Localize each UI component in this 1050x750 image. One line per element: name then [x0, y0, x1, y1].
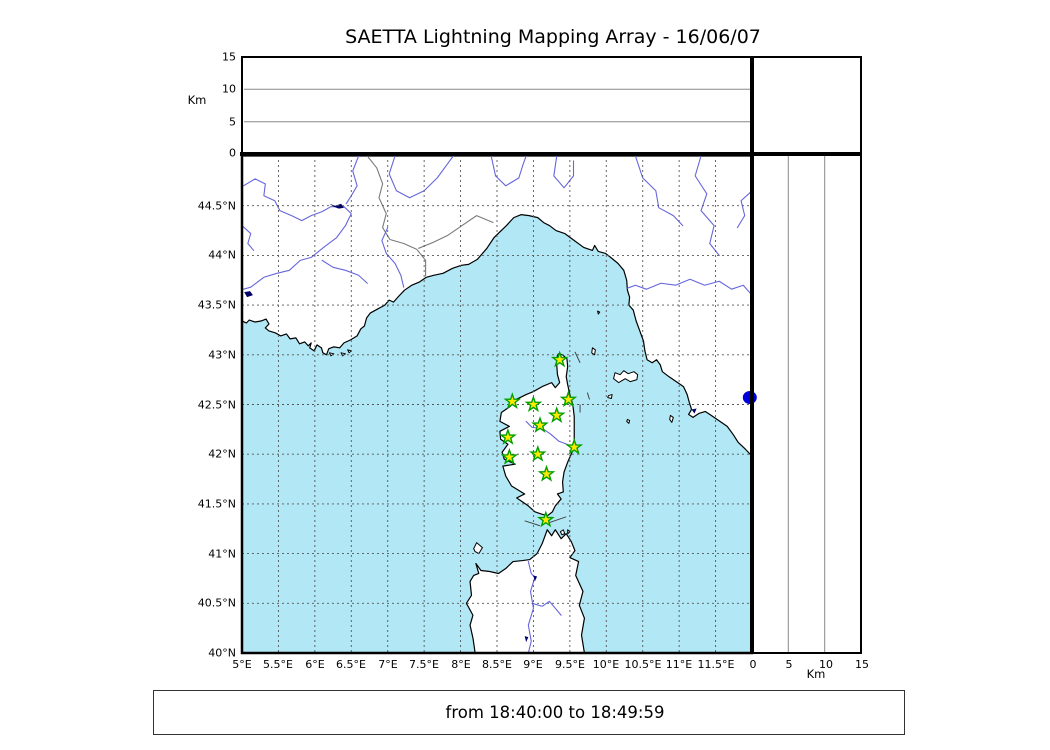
lon-tick: 7°E	[378, 658, 398, 671]
top-right-panel-frame	[751, 56, 862, 155]
lon-tick: 6°E	[305, 658, 325, 671]
top-panel-frame	[241, 56, 753, 155]
station-star-marker	[550, 350, 569, 368]
lat-tick: 40°N	[208, 646, 236, 660]
right-km-tick: 10	[819, 658, 833, 671]
data-points	[499, 350, 757, 528]
lon-tick: 11°E	[665, 658, 693, 671]
top-alt-tick: 15	[222, 50, 236, 64]
station-star-marker	[500, 447, 519, 465]
station-star-marker	[503, 392, 522, 409]
page-title: SAETTA Lightning Mapping Array - 16/06/0…	[345, 26, 761, 48]
right-axis-unit: Km	[806, 667, 826, 681]
lon-tick: 5.5°E	[263, 658, 293, 671]
reef-marks	[525, 352, 590, 526]
lat-tick: 41°N	[208, 547, 236, 561]
right-panel-frame	[751, 153, 862, 654]
elba-island	[614, 371, 638, 383]
lat-tick: 43.5°N	[197, 298, 236, 312]
lat-tick: 41.5°N	[197, 497, 236, 511]
lat-tick: 42°N	[208, 447, 236, 461]
time-window-box: from 18:40:00 to 18:49:59	[153, 690, 905, 735]
graticule	[242, 155, 752, 653]
lon-tick: 8.5°E	[482, 658, 512, 671]
lon-tick: 7.5°E	[409, 658, 439, 671]
time-window-text: from 18:40:00 to 18:49:59	[445, 703, 665, 722]
lon-tick: 6.5°E	[336, 658, 366, 671]
lat-tick: 44.5°N	[197, 199, 236, 213]
top-alt-tick: 5	[229, 115, 236, 129]
lon-tick: 9.5°E	[555, 658, 585, 671]
station-star-marker	[529, 444, 547, 462]
lon-tick: 10°E	[592, 658, 620, 671]
lat-tick: 40.5°N	[197, 596, 236, 610]
rivers	[242, 156, 752, 653]
right-km-tick: 5	[785, 658, 793, 671]
lon-tick: 11.5°E	[697, 658, 735, 671]
lat-tick: 44°N	[208, 248, 236, 262]
flash-dot-marker	[742, 391, 757, 404]
lon-tick: 9°E	[523, 658, 543, 671]
station-star-marker	[524, 395, 543, 413]
lon-tick: 10.5°E	[624, 658, 662, 671]
lon-tick: 8°E	[451, 658, 471, 671]
right-km-tick: 0	[749, 658, 757, 671]
station-star-marker	[536, 510, 555, 528]
lon-tick: 5°E	[232, 658, 252, 671]
country-borders	[367, 156, 493, 276]
map-geography	[242, 156, 752, 653]
station-star-marker	[531, 416, 549, 433]
mainland-coastline	[243, 156, 751, 456]
top-alt-tick: 0	[229, 146, 236, 160]
lat-tick: 43°N	[208, 348, 236, 362]
right-km-tick: 15	[855, 658, 869, 671]
station-star-marker	[559, 390, 578, 408]
station-star-marker	[547, 406, 566, 424]
top-axis-unit: Km	[187, 93, 207, 107]
lat-tick: 42.5°N	[197, 398, 236, 412]
station-star-marker	[499, 427, 517, 445]
corsica-coastline	[500, 354, 574, 516]
top-alt-tick: 10	[222, 82, 236, 96]
station-star-marker	[565, 437, 584, 455]
station-star-marker	[537, 464, 556, 482]
